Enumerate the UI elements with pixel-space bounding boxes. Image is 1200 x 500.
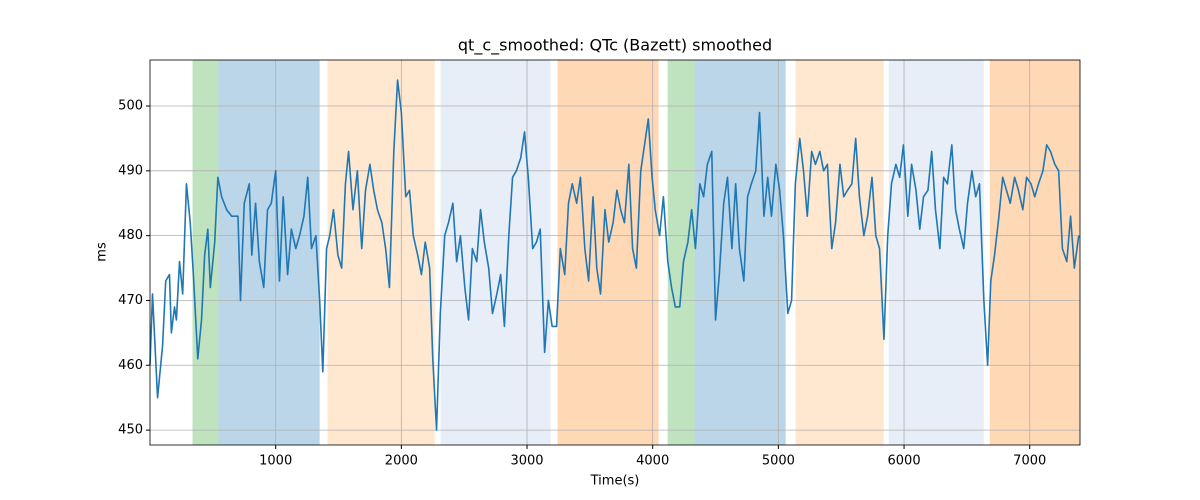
y-axis-label: ms <box>95 242 110 262</box>
line <box>149 79 1080 431</box>
chart-title: qt_c_smoothed: QTc (Bazett) smoothed <box>458 36 772 56</box>
y-tick-label: 470 <box>118 293 143 308</box>
span <box>327 60 435 445</box>
y-tick-label: 460 <box>118 358 143 373</box>
plot-frame <box>149 59 1081 446</box>
x-tick-label: 3000 <box>510 454 543 469</box>
y-tick-label: 480 <box>118 228 143 243</box>
x-tick-label: 7000 <box>1013 454 1046 469</box>
span <box>557 60 659 445</box>
x-tick-label: 2000 <box>385 454 418 469</box>
span <box>667 60 695 445</box>
span <box>888 60 984 445</box>
span <box>440 60 551 445</box>
y-tick-label: 500 <box>118 99 143 114</box>
x-tick-label: 1000 <box>259 454 292 469</box>
span <box>989 60 1080 445</box>
x-axis-label: Time(s) <box>590 474 640 489</box>
span <box>795 60 884 445</box>
x-tick-label: 4000 <box>636 454 669 469</box>
x-tick-label: 5000 <box>762 454 795 469</box>
span <box>218 60 320 445</box>
x-tick-label: 6000 <box>888 454 921 469</box>
y-tick-label: 490 <box>118 163 143 178</box>
y-tick-label: 450 <box>118 423 143 438</box>
